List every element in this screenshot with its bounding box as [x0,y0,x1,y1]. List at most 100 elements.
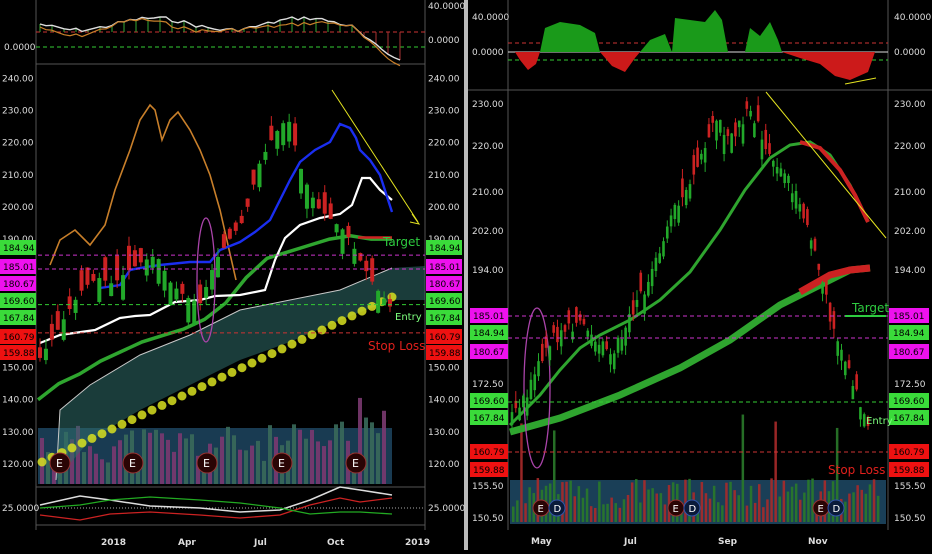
left-earnings-label: E [56,457,63,470]
left-candle [340,229,345,254]
right-candle [544,336,548,348]
right-candle [737,120,741,128]
right-candle [643,294,646,314]
right-price-tag-text-r: 167.84 [893,414,925,424]
left-volume-bar [70,439,74,484]
left-candle [43,348,48,361]
right-volume-bar [618,507,622,522]
right-osc-red-area-3 [782,52,875,80]
right-top-axis: 40.0000 0.0000 40.0000 0.0000 [472,13,931,58]
right-candle [843,361,847,376]
right-candle [537,361,540,377]
left-price-tag-l [0,293,36,308]
right-event-label: E [818,504,824,515]
left-price-tag-r [426,293,462,308]
right-candle [548,346,552,361]
right-event-label: D [833,504,841,515]
right-candle [616,337,620,353]
right-osc-trendline [844,77,877,85]
right-candle [832,311,836,329]
left-volume-bar [256,440,260,484]
right-volume-bar [585,488,589,522]
right-volume-bar [708,498,712,522]
right-volume-bar [807,479,810,522]
left-price-tag-l [0,310,36,325]
right-candle [639,272,643,292]
left-candle [310,197,315,209]
left-bottom-axis-label-l: 25.0000 [2,504,39,514]
right-volume-bar [872,479,876,522]
right-candle [828,302,832,322]
right-candle [662,241,665,257]
left-price-tag-text-l: 160.79 [3,333,35,343]
left-axis-tick-l: 240.00 [2,74,34,84]
right-candle [609,354,612,365]
left-candle [132,250,137,267]
right-price-tag-r [889,308,929,323]
left-candle [328,203,333,219]
right-top-axis-0: 0.0000 [894,48,926,58]
right-axis-tick-l: 150.50 [472,514,504,524]
right-axis-tick-l: 230.00 [472,100,504,110]
right-osc-green-area-4 [745,22,782,52]
left-entry-label: Entry [395,312,422,323]
left-axis-tick: 230.00 [428,107,460,117]
left-candle [150,256,155,268]
right-volume-bar [536,478,540,522]
right-price-tag-text-l: 160.79 [473,448,505,458]
left-dot [157,400,167,410]
left-dot [277,344,287,354]
left-axis-tick: 150.00 [428,364,460,374]
left-candle [67,296,72,309]
right-candle [741,124,745,144]
left-dot [267,349,277,359]
left-price-tag-r [426,345,462,360]
left-dot [237,363,247,373]
right-indicator-lines [508,91,887,469]
left-axis-tick-l: 210.00 [2,171,34,181]
left-candle [126,245,131,271]
left-volume-bar [76,425,80,484]
right-price-tag-text-l: 180.67 [473,348,505,358]
right-volume-bar [770,478,773,522]
left-cloud [55,266,425,481]
right-volume-bar [581,497,585,522]
right-volume-bar [766,499,769,522]
right-candle [654,257,658,271]
right-volume-bar [762,507,765,522]
left-volume-bar [244,450,248,484]
right-price-tag-text-l: 167.84 [473,414,505,424]
left-candle [299,168,304,194]
right-main-axis: 230.00 230.00 220.00 220.00 210.00 210.00 202.… [472,100,926,524]
left-axis-tick: 240.00 [428,74,460,84]
right-volume-bar [758,484,761,522]
left-candle [49,323,54,340]
left-earnings-label: E [203,457,210,470]
right-candle [787,175,790,183]
right-volume-bar [778,496,781,522]
right-candle [533,374,537,391]
left-dot [137,410,147,420]
left-candle [376,290,381,313]
left-volume-bar [310,429,314,484]
right-event-marker [683,499,701,517]
right-volume-bar [594,507,597,522]
left-candle [73,299,78,313]
right-x-nov: Nov [808,537,828,547]
right-candle [688,184,692,199]
right-candle [575,307,578,323]
left-candle [257,163,262,188]
right-axis-tick-l: 172.50 [472,380,504,390]
right-volume-bar [848,493,851,522]
right-volume-bar [553,430,556,522]
left-volume-bar [334,424,338,484]
right-volume-bar [643,480,646,522]
right-volume-bar [602,504,605,522]
right-candle [692,155,696,175]
right-candle [514,400,518,409]
right-candle [790,193,794,203]
right-osc-red-area-2 [600,52,640,72]
right-candle [559,330,563,347]
right-volume-bar [548,483,552,522]
right-volume-bar [651,488,654,522]
